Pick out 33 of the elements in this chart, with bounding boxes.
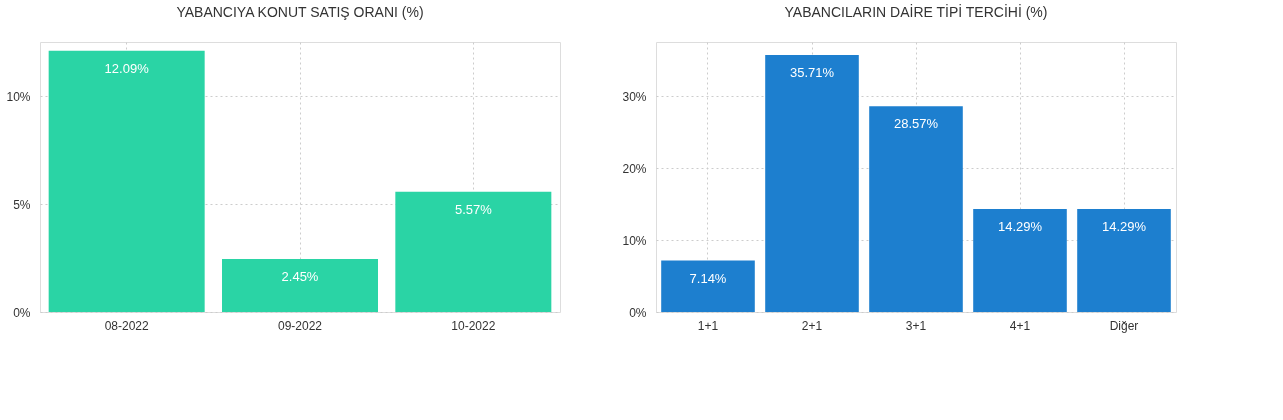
y-tick-label: 0%: [13, 305, 31, 320]
x-tick-label: 10-2022: [451, 318, 496, 333]
data-label: 12.09%: [104, 60, 150, 76]
y-tick-label: 0%: [629, 305, 647, 320]
chart-title: YABANCIYA KONUT SATIŞ ORANI (%): [176, 4, 424, 20]
data-label: 14.29%: [997, 219, 1043, 235]
data-label: 28.57%: [893, 116, 939, 132]
y-tick-label: 20%: [622, 161, 647, 176]
chart-title: YABANCILARIN DAİRE TİPİ TERCİHİ (%): [784, 3, 1048, 20]
bar: [1077, 209, 1171, 312]
x-tick-label: 2+1: [801, 318, 823, 333]
bar: [765, 54, 859, 312]
bar: [661, 260, 755, 312]
bar: [48, 50, 205, 312]
y-tick-label: 10%: [622, 233, 647, 248]
y-tick-label: 30%: [622, 89, 647, 104]
y-tick-label: 10%: [6, 89, 31, 104]
data-label: 5.57%: [454, 201, 493, 217]
bar: [869, 106, 963, 312]
x-tick-label: Diğer: [1109, 318, 1139, 333]
bar: [395, 191, 552, 312]
bar: [973, 209, 1067, 312]
data-label: 2.45%: [281, 269, 319, 285]
data-label: 7.14%: [689, 270, 727, 286]
bar: [222, 259, 378, 312]
data-label: 14.29%: [1101, 219, 1147, 235]
y-tick-label: 5%: [13, 197, 31, 212]
x-tick-label: 1+1: [697, 318, 719, 333]
x-tick-label: 09-2022: [277, 318, 323, 333]
x-tick-label: 3+1: [905, 318, 927, 333]
data-label: 35.71%: [789, 64, 835, 80]
x-tick-label: 4+1: [1009, 318, 1031, 333]
x-tick-label: 08-2022: [104, 318, 150, 333]
